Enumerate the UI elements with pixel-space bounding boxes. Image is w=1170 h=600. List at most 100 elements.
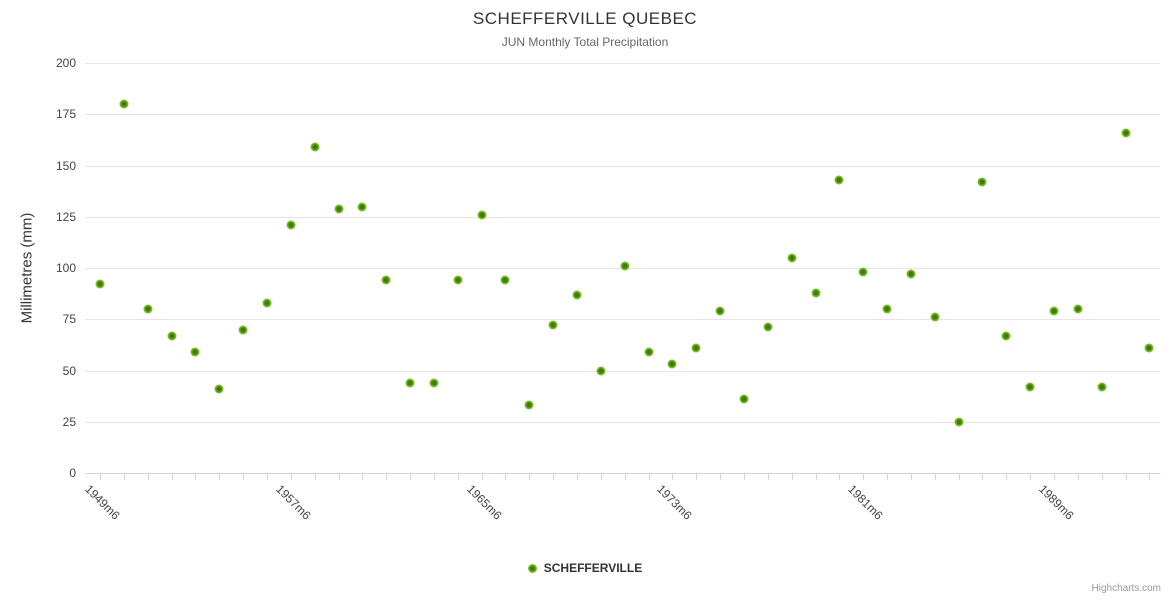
x-tick xyxy=(338,474,340,480)
data-point[interactable] xyxy=(334,204,343,214)
data-point[interactable] xyxy=(190,347,200,357)
x-axis-label: 1949m6 xyxy=(82,482,123,523)
data-point[interactable] xyxy=(882,304,892,314)
data-point[interactable] xyxy=(357,202,367,211)
data-point[interactable] xyxy=(143,304,153,314)
data-point[interactable] xyxy=(667,359,677,369)
highcharts-credit-link[interactable]: Highcharts.com xyxy=(1091,583,1161,594)
data-point[interactable] xyxy=(1097,382,1107,392)
data-point[interactable] xyxy=(644,347,654,357)
x-axis-label: 1973m6 xyxy=(654,482,696,523)
data-point[interactable] xyxy=(906,269,916,279)
x-axis-label: 1989m6 xyxy=(1036,482,1077,523)
x-tick xyxy=(863,474,865,480)
x-tick xyxy=(648,474,650,480)
data-point[interactable] xyxy=(119,99,129,109)
data-point[interactable] xyxy=(405,378,415,388)
data-point[interactable] xyxy=(477,210,487,220)
gridline xyxy=(85,165,1160,167)
x-tick xyxy=(577,474,578,480)
x-tick xyxy=(386,474,388,480)
data-point[interactable] xyxy=(429,378,439,388)
data-point[interactable] xyxy=(167,331,177,341)
data-point[interactable] xyxy=(620,261,630,271)
x-tick xyxy=(910,474,912,480)
x-tick xyxy=(195,474,197,480)
x-tick xyxy=(433,474,435,480)
data-point[interactable] xyxy=(1001,331,1011,341)
data-point[interactable] xyxy=(1025,382,1035,392)
x-tick xyxy=(147,474,149,480)
data-point[interactable] xyxy=(262,298,272,308)
x-tick xyxy=(720,474,722,480)
data-point[interactable] xyxy=(954,417,964,427)
x-axis-label: 1965m6 xyxy=(463,482,505,523)
legend-label: SCHEFFERVILLE xyxy=(543,561,643,575)
data-point[interactable] xyxy=(548,320,558,330)
x-tick xyxy=(791,474,793,480)
data-point[interactable] xyxy=(1049,306,1059,316)
data-point[interactable] xyxy=(691,343,701,353)
data-point[interactable] xyxy=(500,275,510,285)
data-point[interactable] xyxy=(739,394,749,404)
legend: SCHEFFERVILLE xyxy=(0,561,1170,575)
x-tick xyxy=(982,474,984,480)
y-axis-label: 50 xyxy=(62,363,76,378)
data-point[interactable] xyxy=(787,253,797,263)
x-tick xyxy=(958,474,960,480)
data-point[interactable] xyxy=(95,279,105,289)
x-axis-label: 1957m6 xyxy=(272,482,314,523)
gridline xyxy=(85,319,1160,321)
data-point[interactable] xyxy=(1144,343,1154,353)
x-tick xyxy=(624,474,626,480)
data-point[interactable] xyxy=(572,290,582,300)
x-tick xyxy=(696,474,698,480)
data-point[interactable] xyxy=(834,175,844,185)
data-point[interactable] xyxy=(858,267,868,277)
data-point[interactable] xyxy=(715,306,725,316)
gridline xyxy=(85,114,1160,116)
y-axis-label: 25 xyxy=(62,414,76,429)
x-axis-label: 1981m6 xyxy=(845,482,886,523)
gridline xyxy=(85,370,1160,372)
data-point[interactable] xyxy=(1073,304,1083,314)
x-tick xyxy=(481,474,483,480)
x-tick xyxy=(553,474,555,480)
x-tick xyxy=(1149,474,1151,480)
x-tick xyxy=(314,474,316,480)
data-point[interactable] xyxy=(811,288,820,298)
legend-item-schefferville[interactable]: SCHEFFERVILLE xyxy=(527,561,643,575)
data-point[interactable] xyxy=(238,325,248,334)
data-point[interactable] xyxy=(214,384,224,394)
x-tick xyxy=(100,474,101,480)
chart-subtitle: JUN Monthly Total Precipitation xyxy=(501,35,669,49)
x-tick xyxy=(1054,474,1055,480)
data-point[interactable] xyxy=(596,366,606,375)
y-axis-label: 200 xyxy=(55,56,76,70)
x-tick xyxy=(266,474,268,480)
x-axis-line xyxy=(85,473,1160,474)
data-point[interactable] xyxy=(977,177,987,187)
data-point[interactable] xyxy=(930,312,940,322)
x-tick xyxy=(1101,474,1103,480)
x-tick xyxy=(290,474,292,480)
x-tick xyxy=(815,474,817,480)
x-tick xyxy=(672,474,674,480)
y-axis-label: 100 xyxy=(55,261,76,275)
data-point[interactable] xyxy=(763,322,773,332)
x-tick xyxy=(1030,474,1032,480)
x-tick xyxy=(767,474,769,480)
data-point[interactable] xyxy=(1121,128,1131,138)
y-axis-label: 125 xyxy=(55,209,76,224)
data-point[interactable] xyxy=(453,275,463,285)
data-point[interactable] xyxy=(310,142,320,152)
data-point[interactable] xyxy=(524,400,534,410)
data-point[interactable] xyxy=(286,220,296,230)
x-tick xyxy=(1077,474,1079,480)
x-tick xyxy=(600,474,602,480)
gridline xyxy=(85,216,1160,218)
y-axis-label: 0 xyxy=(69,466,76,480)
x-tick xyxy=(1125,474,1127,480)
data-point[interactable] xyxy=(381,275,391,285)
